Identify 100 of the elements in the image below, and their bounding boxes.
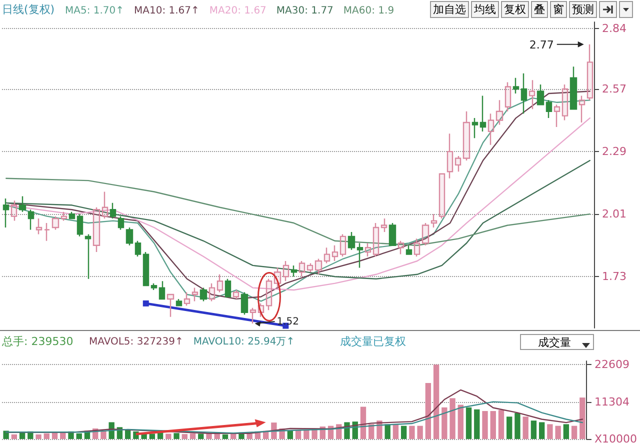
text: 窗 (550, 1, 567, 18)
bar (392, 424, 399, 439)
bar (222, 434, 228, 439)
text: MA10: 1.67↑ (134, 6, 200, 16)
bar (522, 416, 528, 439)
candlestick (438, 173, 446, 220)
bar (563, 424, 570, 439)
candlestick (462, 110, 470, 162)
candlestick (306, 262, 314, 273)
candlestick (250, 307, 256, 324)
candlestick (406, 244, 412, 255)
candlestick (184, 292, 190, 306)
candlestick (282, 260, 290, 282)
bar (506, 416, 512, 439)
candlestick (578, 95, 586, 124)
bar (409, 426, 415, 439)
candlestick (504, 82, 512, 112)
candlestick (28, 209, 34, 230)
bar (368, 424, 374, 439)
bar (580, 398, 586, 439)
candlestick (176, 298, 182, 306)
candlestick (422, 222, 430, 246)
y-tick-label: 1.73 (602, 270, 626, 284)
bar (182, 434, 188, 439)
text: 成交量已复权 (340, 334, 406, 349)
candlestick (356, 242, 364, 268)
candlestick (586, 44, 594, 101)
y-tick-label: 2.57 (602, 82, 626, 96)
candlestick (340, 234, 346, 258)
bar (174, 433, 180, 439)
candlestick (200, 287, 208, 302)
bar (246, 434, 252, 439)
bar (425, 383, 432, 439)
candlestick (150, 282, 158, 291)
bar (166, 434, 172, 439)
candlestick (512, 77, 520, 94)
candlestick (84, 234, 92, 280)
text: 加自选 (430, 1, 469, 18)
candlestick (36, 218, 42, 235)
candlestick (520, 72, 528, 114)
candlestick (18, 196, 26, 212)
bar (11, 434, 18, 439)
candlestick (216, 274, 224, 293)
candlestick (348, 231, 356, 250)
candlestick (298, 260, 306, 278)
bar (190, 433, 196, 439)
candlestick (232, 289, 240, 300)
candlestick (332, 244, 338, 262)
annotation: 1.52 (276, 316, 300, 328)
text: 成交量 (538, 334, 571, 350)
candlestick (266, 278, 272, 311)
candlestick (52, 216, 60, 230)
candlestick (414, 238, 420, 258)
text: 复权 (501, 1, 529, 18)
chart-title: 日线(复权) (2, 3, 55, 16)
y-tick-label: 2.84 (602, 22, 626, 36)
line-series (5, 389, 584, 434)
text: 均线 (471, 1, 499, 18)
candlestick (480, 95, 486, 132)
candlestick (472, 117, 478, 139)
candlestick (142, 251, 150, 286)
annotation: 2.77 (529, 38, 554, 52)
bar (474, 409, 480, 439)
candlestick (364, 242, 372, 258)
candlestick (496, 100, 504, 126)
candlestick (10, 200, 18, 222)
candlestick (44, 222, 50, 242)
bar (547, 424, 553, 439)
y-tick-label: 22609 (594, 358, 630, 372)
text: 叠 (531, 1, 548, 18)
bar (514, 413, 520, 439)
bar (458, 404, 464, 439)
bar (360, 406, 366, 439)
text: 总手: 239530 (2, 334, 74, 349)
bar (149, 434, 156, 439)
y-tick-label: 2.29 (602, 145, 626, 158)
line-series (6, 178, 590, 246)
bar (442, 407, 448, 439)
bar (198, 434, 204, 439)
bar (384, 424, 390, 439)
text: MAVOL10: 25.94万↑ (193, 336, 295, 348)
line-series (6, 160, 590, 280)
candlestick (102, 191, 108, 220)
bar (466, 407, 472, 439)
candlestick (2, 198, 10, 228)
text: 预测 (569, 1, 597, 18)
y-tick-label: 11304 (594, 395, 630, 408)
candlestick (372, 222, 380, 258)
text: MA60: 1.9 (343, 6, 394, 16)
bar (304, 430, 310, 439)
candlestick (290, 264, 298, 278)
bar (76, 433, 82, 439)
candlestick (398, 240, 404, 255)
candlestick (528, 79, 536, 110)
text: MA20: 1.67 (209, 6, 266, 16)
candlestick (388, 222, 396, 246)
candlestick (314, 258, 322, 275)
candlestick (134, 240, 142, 258)
line-series (5, 401, 584, 434)
bar (482, 411, 488, 439)
